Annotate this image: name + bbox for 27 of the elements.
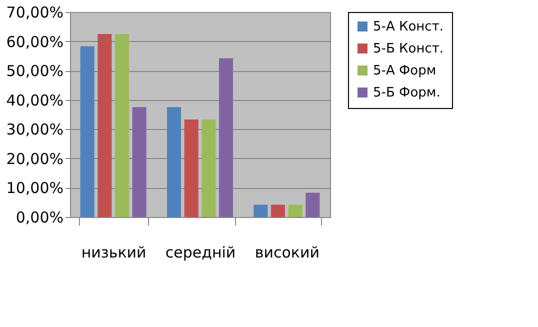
bar xyxy=(80,46,94,217)
bar xyxy=(167,107,181,217)
x-tick-label: низький xyxy=(81,244,146,262)
y-tick-label: 50,00% xyxy=(6,62,64,80)
x-tick-label: високий xyxy=(254,244,320,262)
bar xyxy=(132,107,146,217)
bar xyxy=(115,34,129,217)
y-tick-label: 20,00% xyxy=(6,150,64,168)
bar xyxy=(202,119,216,217)
bar xyxy=(288,204,302,217)
bar xyxy=(98,34,112,217)
bar xyxy=(271,204,285,217)
y-tick-label: 0,00% xyxy=(16,208,64,226)
y-tick-label: 30,00% xyxy=(6,120,64,139)
bar xyxy=(254,204,268,217)
y-tick-label: 60,00% xyxy=(6,32,64,51)
bar xyxy=(219,58,233,217)
legend-label: 5-А Конст. xyxy=(373,20,444,34)
y-tick-label: 70,00% xyxy=(6,4,64,22)
y-tick-label: 10,00% xyxy=(6,179,64,198)
legend-label: 5-Б Конст. xyxy=(373,42,444,56)
bar xyxy=(306,192,320,217)
legend-label: 5-Б Форм. xyxy=(373,86,440,100)
bar xyxy=(184,119,198,217)
legend-label: 5-А Форм xyxy=(373,64,436,78)
x-tick-label: середній xyxy=(165,244,236,262)
y-tick-label: 40,00% xyxy=(6,91,64,110)
